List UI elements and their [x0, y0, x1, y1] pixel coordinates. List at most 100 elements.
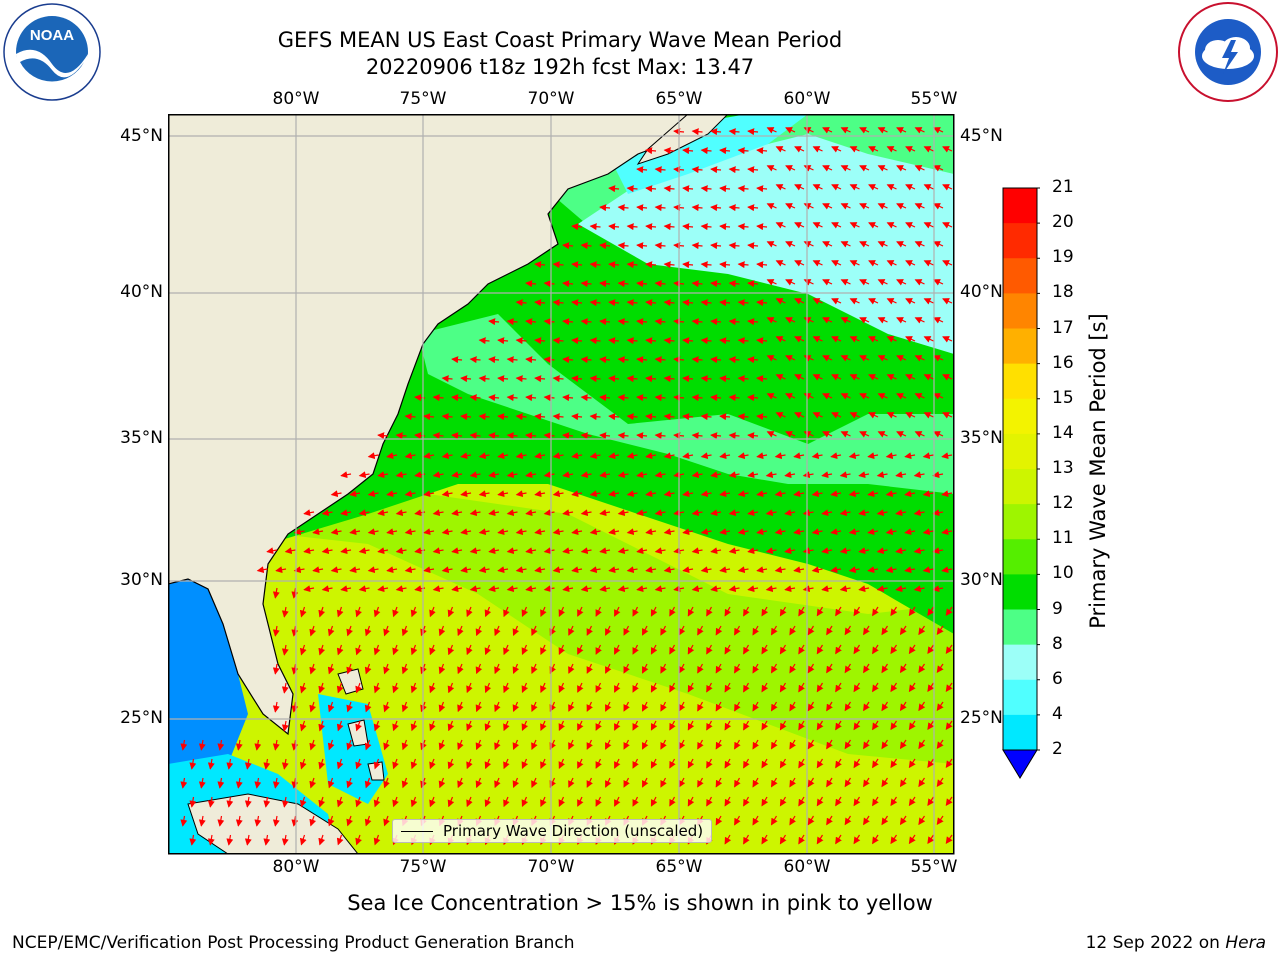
wave-direction-arrow — [605, 701, 612, 712]
wave-direction-arrow — [663, 223, 675, 231]
wave-direction-arrow — [945, 644, 953, 655]
wave-direction-arrow — [881, 777, 889, 788]
wave-direction-arrow — [447, 644, 455, 656]
wave-direction-arrow — [812, 184, 823, 191]
wave-direction-arrow — [853, 644, 861, 655]
wave-direction-arrow — [932, 547, 944, 555]
lon-label-top-65w: 65°W — [655, 89, 703, 109]
wave-direction-arrow — [336, 644, 344, 656]
wave-direction-arrow — [822, 165, 833, 172]
wave-direction-arrow — [589, 566, 601, 574]
wave-direction-arrow — [789, 739, 796, 750]
wave-direction-arrow — [438, 701, 446, 713]
wave-direction-arrow — [358, 509, 370, 517]
wave-direction-arrow — [299, 682, 307, 694]
wave-direction-arrow — [831, 184, 842, 191]
wave-direction-arrow — [844, 701, 852, 712]
wave-direction-arrow — [608, 337, 620, 345]
wave-direction-arrow — [469, 356, 481, 364]
wave-direction-arrow — [728, 280, 740, 288]
wave-direction-arrow — [404, 528, 416, 536]
wave-direction-arrow — [617, 394, 629, 402]
wave-direction-arrow — [469, 509, 481, 517]
wave-direction-arrow — [599, 280, 611, 288]
wave-direction-arrow — [710, 166, 722, 174]
wave-direction-arrow — [617, 204, 629, 212]
wave-direction-arrow — [608, 452, 620, 460]
wave-direction-arrow — [798, 606, 805, 617]
wave-direction-arrow — [599, 509, 611, 517]
wave-direction-arrow — [700, 147, 712, 155]
colorbar-tick-label: 19 — [1052, 247, 1074, 268]
wave-direction-arrow — [831, 146, 842, 153]
wave-direction-arrow — [506, 471, 518, 479]
wave-direction-arrow — [340, 585, 352, 593]
wave-direction-arrow — [719, 452, 731, 460]
wave-direction-arrow — [890, 758, 898, 769]
wave-direction-arrow — [779, 720, 787, 731]
wave-direction-arrow — [766, 431, 777, 438]
wave-direction-arrow — [543, 585, 555, 593]
wave-direction-arrow — [798, 644, 805, 655]
wave-direction-arrow — [895, 509, 907, 517]
wave-direction-arrow — [775, 374, 786, 381]
wave-direction-arrow — [886, 336, 897, 343]
wave-direction-arrow — [913, 471, 925, 479]
wave-direction-arrow — [914, 241, 925, 248]
wave-direction-arrow — [373, 644, 381, 656]
wave-direction-arrow — [765, 509, 777, 517]
wave-direction-arrow — [798, 796, 805, 807]
colorbar-label: Primary Wave Mean Period [s] — [1086, 313, 1110, 629]
wave-direction-arrow — [626, 299, 638, 307]
wave-direction-arrow — [534, 413, 546, 421]
wave-direction-arrow — [835, 796, 842, 807]
wave-direction-arrow — [682, 566, 694, 574]
wave-direction-arrow — [272, 701, 280, 713]
wave-direction-arrow — [840, 355, 851, 362]
wave-direction-arrow — [543, 471, 555, 479]
wave-direction-arrow — [552, 566, 564, 574]
wave-direction-arrow — [395, 471, 407, 479]
wave-direction-arrow — [793, 452, 805, 460]
wave-direction-arrow — [678, 625, 686, 636]
wave-direction-arrow — [747, 280, 759, 288]
wave-direction-arrow — [447, 606, 455, 618]
wave-direction-arrow — [812, 374, 823, 381]
wave-direction-arrow — [848, 490, 860, 498]
wave-direction-arrow — [466, 758, 473, 770]
wave-direction-arrow — [831, 374, 842, 381]
lon-label-bottom-55w: 55°W — [910, 857, 958, 877]
wave-direction-arrow — [272, 777, 280, 789]
colorbar-segment — [1003, 679, 1037, 716]
wave-direction-arrow — [577, 682, 584, 693]
wave-direction-arrow — [404, 490, 416, 498]
wave-direction-arrow — [886, 222, 897, 229]
wave-direction-arrow — [525, 585, 537, 593]
wave-direction-arrow — [617, 432, 629, 440]
wave-direction-arrow — [599, 432, 611, 440]
wave-direction-arrow — [849, 336, 860, 343]
wave-direction-arrow — [859, 355, 870, 362]
wave-direction-arrow — [770, 739, 778, 750]
colorbar-tick-label: 9 — [1052, 598, 1063, 619]
wave-direction-arrow — [401, 777, 409, 789]
wave-direction-arrow — [816, 720, 824, 731]
wave-direction-arrow — [589, 337, 601, 345]
lon-label-bottom-65w: 65°W — [655, 857, 703, 877]
wave-direction-arrow — [863, 663, 870, 674]
wave-direction-arrow — [432, 547, 444, 555]
wave-direction-arrow — [478, 413, 490, 421]
wave-direction-arrow — [438, 777, 446, 789]
wave-direction-arrow — [831, 412, 842, 419]
wave-direction-arrow — [756, 452, 768, 460]
bahamas-shallow-period — [318, 694, 388, 804]
wave-direction-arrow — [580, 394, 592, 402]
wave-direction-arrow — [868, 336, 879, 343]
colorbar-segment — [1003, 433, 1037, 470]
wave-direction-arrow — [914, 355, 925, 362]
wave-direction-arrow — [936, 625, 944, 636]
wave-direction-arrow — [318, 682, 326, 694]
wave-direction-arrow — [654, 204, 666, 212]
wave-direction-arrow — [429, 644, 436, 656]
wave-direction-arrow — [626, 452, 638, 460]
